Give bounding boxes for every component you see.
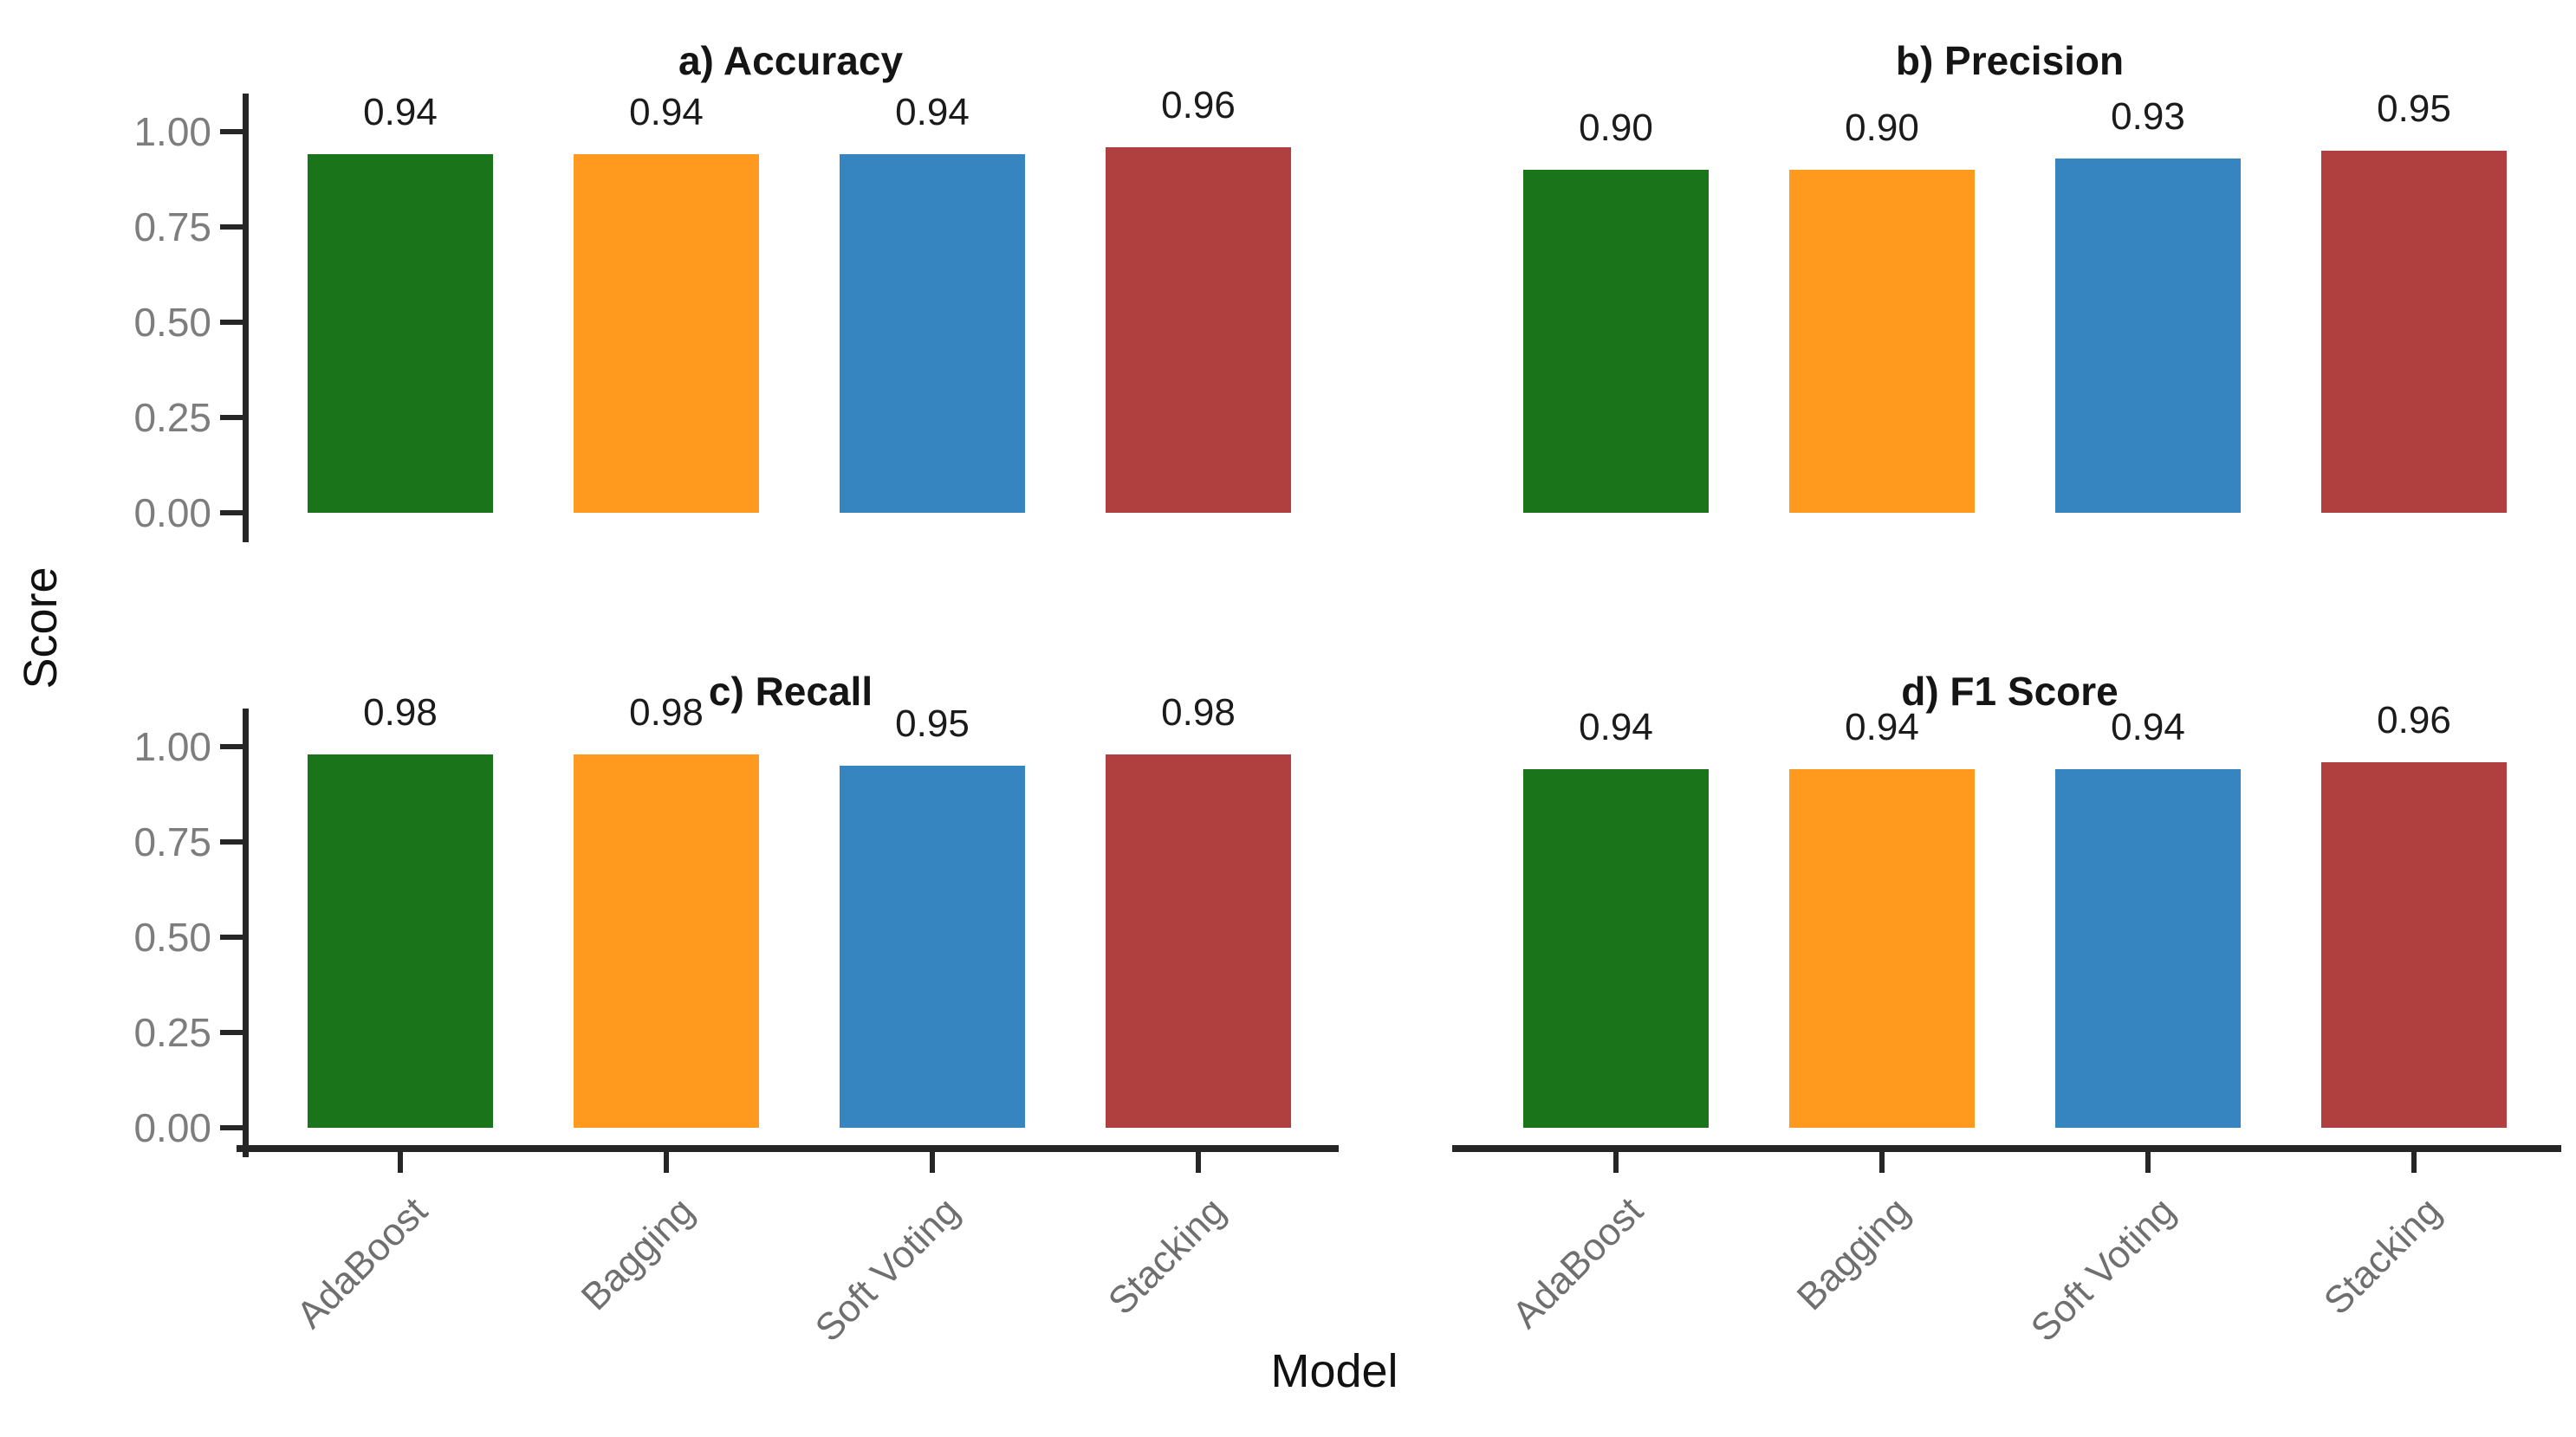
bar-value-label: 0.94 bbox=[1579, 706, 1653, 748]
bar-soft-voting bbox=[2055, 769, 2241, 1128]
x-tick bbox=[398, 1152, 403, 1173]
bar-value-label: 0.95 bbox=[895, 702, 970, 745]
bar-bagging bbox=[1789, 170, 1975, 513]
y-axis-spine bbox=[243, 94, 249, 542]
bar-value-label: 0.94 bbox=[363, 91, 438, 133]
y-tick bbox=[220, 224, 243, 230]
y-tick bbox=[220, 320, 243, 325]
y-tick bbox=[220, 839, 243, 845]
x-tick bbox=[930, 1152, 935, 1173]
bar-adaboost bbox=[308, 154, 493, 513]
bar-soft-voting bbox=[840, 154, 1025, 513]
x-tick-label-adaboost: AdaBoost bbox=[1504, 1189, 1651, 1337]
bar-bagging bbox=[574, 754, 759, 1128]
y-tick-label: 0.25 bbox=[133, 395, 211, 440]
bar-stacking bbox=[2321, 151, 2507, 513]
panel-title-d-f1-score: d) F1 Score bbox=[1901, 669, 2119, 714]
bar-value-label: 0.98 bbox=[629, 691, 704, 734]
x-tick bbox=[1196, 1152, 1201, 1173]
x-axis-spine bbox=[1452, 1145, 2561, 1152]
y-tick-label: 0.00 bbox=[133, 1105, 211, 1150]
x-tick bbox=[1613, 1152, 1619, 1173]
x-tick-label-soft-voting: Soft Voting bbox=[807, 1189, 968, 1350]
bar-value-label: 0.90 bbox=[1845, 107, 1919, 149]
y-tick bbox=[220, 510, 243, 515]
bar-value-label: 0.98 bbox=[363, 691, 438, 734]
x-tick-label-adaboost: AdaBoost bbox=[289, 1189, 436, 1337]
y-tick-label: 0.50 bbox=[133, 915, 211, 960]
bar-value-label: 0.94 bbox=[629, 91, 704, 133]
bar-value-label: 0.93 bbox=[2111, 95, 2185, 138]
y-tick-label: 0.25 bbox=[133, 1010, 211, 1055]
x-axis-spine bbox=[237, 1145, 1339, 1152]
panel-title-c-recall: c) Recall bbox=[708, 669, 873, 714]
x-tick bbox=[2145, 1152, 2151, 1173]
y-axis-label: Score bbox=[15, 566, 67, 689]
x-tick bbox=[2411, 1152, 2417, 1173]
bar-value-label: 0.94 bbox=[895, 91, 970, 133]
bar-bagging bbox=[1789, 769, 1975, 1128]
y-tick bbox=[220, 415, 243, 420]
bar-value-label: 0.94 bbox=[2111, 706, 2185, 748]
bar-stacking bbox=[1106, 147, 1291, 513]
y-tick bbox=[220, 1125, 243, 1130]
y-tick-label: 0.50 bbox=[133, 300, 211, 345]
y-tick bbox=[220, 744, 243, 749]
panel-title-b-precision: b) Precision bbox=[1895, 38, 2125, 83]
bar-adaboost bbox=[1523, 769, 1709, 1128]
y-tick bbox=[220, 129, 243, 134]
y-tick-label: 0.75 bbox=[133, 819, 211, 864]
panel-title-a-accuracy: a) Accuracy bbox=[678, 38, 904, 83]
bar-adaboost bbox=[308, 754, 493, 1128]
bar-value-label: 0.94 bbox=[1845, 706, 1919, 748]
bar-value-label: 0.98 bbox=[1161, 691, 1236, 734]
bar-stacking bbox=[1106, 754, 1291, 1128]
bar-value-label: 0.95 bbox=[2377, 87, 2451, 130]
x-tick-label-stacking: Stacking bbox=[2315, 1189, 2449, 1324]
bar-value-label: 0.96 bbox=[2377, 699, 2451, 741]
bar-stacking bbox=[2321, 762, 2507, 1128]
y-tick bbox=[220, 1030, 243, 1035]
x-tick-label-bagging: Bagging bbox=[573, 1189, 702, 1319]
y-tick-label: 0.75 bbox=[133, 204, 211, 249]
y-tick bbox=[220, 935, 243, 940]
bar-soft-voting bbox=[2055, 159, 2241, 513]
x-tick-label-stacking: Stacking bbox=[1100, 1189, 1234, 1324]
bar-value-label: 0.90 bbox=[1579, 107, 1653, 149]
x-tick bbox=[664, 1152, 669, 1173]
y-tick-label: 1.00 bbox=[133, 724, 211, 769]
y-axis-spine bbox=[243, 709, 249, 1157]
y-tick-label: 1.00 bbox=[133, 109, 211, 154]
bar-value-label: 0.96 bbox=[1161, 84, 1236, 126]
x-axis-label: Model bbox=[1270, 1345, 1398, 1397]
x-tick-label-bagging: Bagging bbox=[1788, 1189, 1917, 1319]
bar-adaboost bbox=[1523, 170, 1709, 513]
bar-soft-voting bbox=[840, 766, 1025, 1128]
y-tick-label: 0.00 bbox=[133, 490, 211, 535]
x-tick-label-soft-voting: Soft Voting bbox=[2022, 1189, 2183, 1350]
bar-bagging bbox=[574, 154, 759, 513]
x-tick bbox=[1879, 1152, 1885, 1173]
